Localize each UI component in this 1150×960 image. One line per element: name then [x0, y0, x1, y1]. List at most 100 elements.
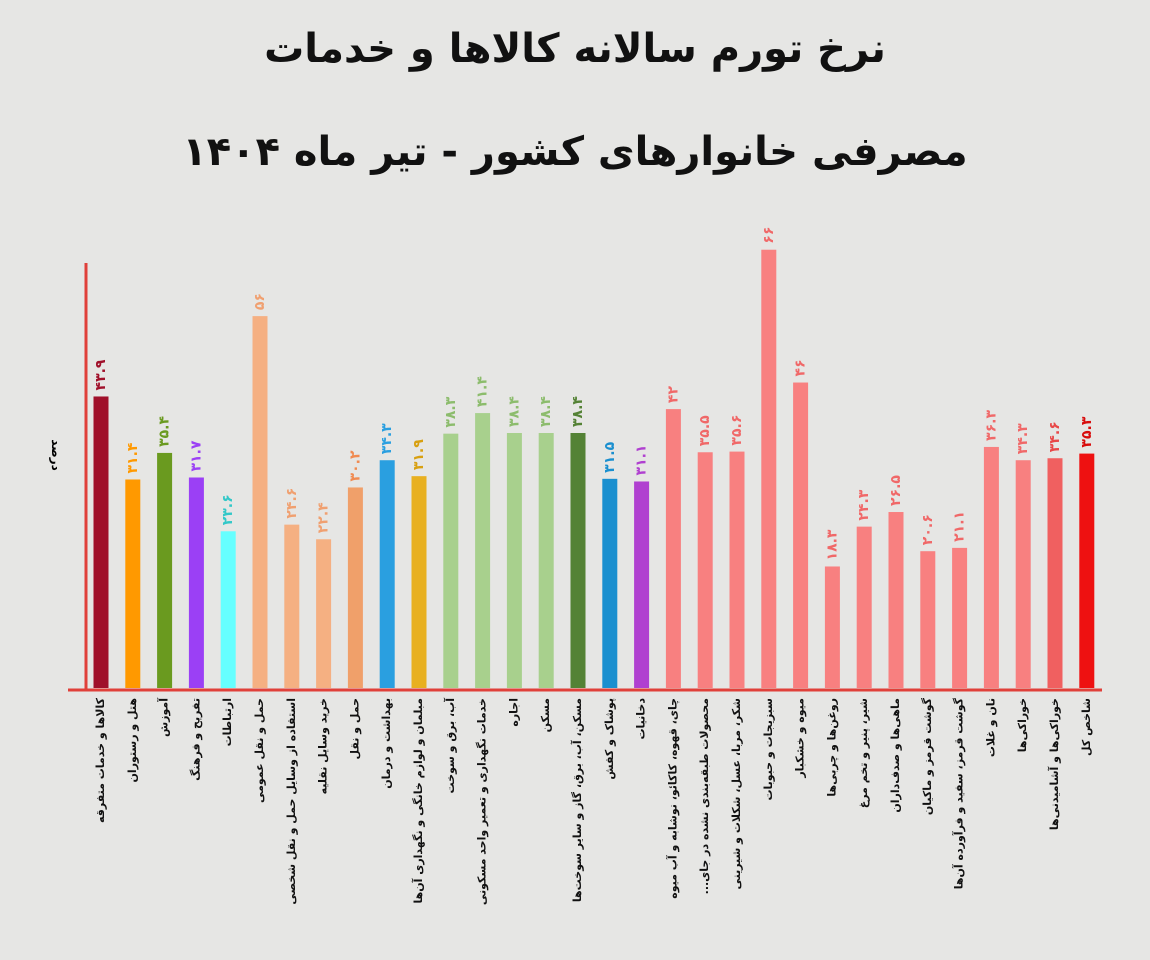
- value-label: ۲۴.۶: [284, 488, 300, 519]
- value-label: ۶۶: [761, 227, 777, 244]
- x-tick-label: حمل و نقل عمومی: [253, 698, 266, 803]
- chart-subtitle: مصرفی خانوارهای کشور - تیر ماه ۱۴۰۴: [182, 129, 967, 175]
- x-tick-label: هتل و رستوران: [126, 698, 139, 782]
- x-tick-label: مسکن، آب، برق، گاز و سایر سوخت‌ها: [570, 698, 584, 902]
- bar: [1047, 458, 1063, 688]
- bar: [316, 539, 332, 688]
- bar: [125, 479, 141, 688]
- bar: [284, 524, 300, 688]
- x-tick-label: ماهی‌ها و صدف‌داران: [889, 698, 902, 813]
- x-tick-label: حمل و نقل: [348, 698, 361, 759]
- value-label: ۳۸.۴: [506, 396, 522, 427]
- x-tick-label: دخانیات: [635, 698, 648, 740]
- bar: [888, 512, 904, 688]
- value-label: ۲۲.۴: [316, 502, 332, 533]
- bar: [347, 487, 363, 688]
- value-label: ۲۴.۳: [856, 489, 872, 520]
- x-tick-label: گوشت قرمز، سفید و فرآورده آن‌ها: [952, 697, 966, 889]
- bar: [475, 413, 491, 688]
- chart-title: نرخ تورم سالانه کالاها و خدمات: [264, 26, 886, 72]
- value-label: ۳۴.۳: [1015, 423, 1031, 454]
- bar: [824, 566, 840, 688]
- bar: [634, 481, 650, 688]
- x-tick-label: استفاده از وسایل حمل و نقل شخصی: [285, 698, 298, 905]
- x-tick-label: کالاها و خدمات متفرقه: [94, 697, 107, 823]
- x-tick-label: گوشت قرمز و ماکیان: [921, 697, 934, 815]
- bar: [697, 452, 713, 688]
- x-tick-label: ارتباطات: [221, 698, 234, 746]
- value-label: ۳۸.۳: [443, 396, 459, 427]
- bar: [761, 249, 777, 688]
- bar: [570, 433, 586, 688]
- bar: [920, 551, 936, 688]
- value-label: ۳۵.۵: [697, 415, 713, 446]
- bar: [665, 409, 681, 688]
- bar: [793, 382, 809, 688]
- x-tick-label: نان و غلات: [984, 698, 997, 757]
- value-label: ۱۸.۳: [824, 529, 840, 560]
- value-label: ۳۱.۹: [411, 439, 427, 470]
- x-tick-label: شیر، پنیر و تخم مرغ: [857, 698, 870, 808]
- value-label: ۲۰.۶: [920, 514, 936, 545]
- value-label: ۳۱.۱: [634, 445, 650, 476]
- value-label: ۳۵.۳: [1079, 416, 1095, 447]
- value-label: ۳۴.۶: [1047, 421, 1063, 452]
- value-label: ۳۵.۶: [729, 415, 745, 446]
- x-tick-label: تفریح و فرهنگ: [188, 698, 202, 781]
- bar: [729, 451, 745, 688]
- value-label: ۵۶: [252, 293, 268, 310]
- value-label: ۲۱.۱: [952, 511, 968, 542]
- value-label: ۴۱.۴: [475, 376, 491, 407]
- bar: [1015, 460, 1031, 688]
- bar: [538, 433, 554, 688]
- bar: [252, 316, 268, 688]
- value-label: ۳۱.۵: [602, 441, 618, 472]
- bar: [1079, 453, 1095, 688]
- value-label: ۳۱.۴: [125, 442, 141, 473]
- bar: [952, 547, 968, 688]
- bar: [188, 477, 204, 688]
- x-tick-label: خوراکی‌ها: [1016, 698, 1029, 752]
- x-tick-label: آموزش: [157, 698, 171, 737]
- x-tick-label: خرید وسایل نقلیه: [317, 698, 330, 794]
- value-label: ۳۵.۴: [157, 416, 173, 447]
- value-label: ۳۸.۴: [538, 396, 554, 427]
- x-tick-label: مبلمان و لوازم خانگی و نگهداری آن‌ها: [411, 698, 425, 904]
- x-tick-label: شکر، مربا، عسل، شکلات و شیرینی: [730, 698, 743, 890]
- y-axis-label: درصد: [49, 439, 63, 471]
- x-tick-label: پوشاک و کفش: [603, 698, 616, 780]
- value-label: ۳۶.۳: [983, 410, 999, 441]
- bar: [93, 396, 109, 688]
- bar: [443, 433, 459, 688]
- value-label: ۲۶.۵: [888, 475, 904, 506]
- x-tick-label: سبزیجات و حبوبات: [762, 698, 775, 801]
- bar: [983, 446, 999, 688]
- value-label: ۳۰.۲: [347, 450, 363, 481]
- bar: [506, 433, 522, 688]
- value-label: ۴۳.۹: [93, 359, 109, 390]
- bar: [220, 531, 236, 688]
- bar: [856, 526, 872, 688]
- bar: [411, 476, 427, 688]
- value-label: ۳۴.۳: [379, 423, 395, 454]
- x-tick-label: چای، قهوه، کاکائو، نوشابه و آب میوه: [665, 698, 679, 899]
- value-label: ۳۱.۷: [188, 440, 204, 471]
- x-tick-label: اجاره: [507, 698, 520, 727]
- bar: [379, 460, 395, 688]
- x-tick-label: میوه و خشکبار: [794, 698, 807, 779]
- value-label: ۳۸.۴: [570, 396, 586, 427]
- x-tick-label: شاخص کل: [1080, 698, 1093, 756]
- x-tick-label: روغن‌ها و چربی‌ها: [825, 698, 838, 797]
- x-tick-label: خدمات نگهداری و تعمیر واحد مسکونی: [476, 698, 489, 905]
- x-tick-label: بهداشت و درمان: [380, 698, 393, 789]
- x-tick-label: محصولات طبقه‌بندی نشده در جای...: [698, 698, 711, 894]
- value-label: ۲۳.۶: [220, 494, 236, 525]
- bar: [602, 478, 618, 688]
- value-label: ۴۶: [793, 359, 809, 376]
- x-tick-label: آب، برق و سوخت: [443, 698, 457, 794]
- bar: [157, 452, 173, 688]
- x-tick-label: خوراکی‌ها و آشامیدنی‌ها: [1047, 698, 1061, 830]
- x-tick-label: مسکن: [539, 698, 552, 732]
